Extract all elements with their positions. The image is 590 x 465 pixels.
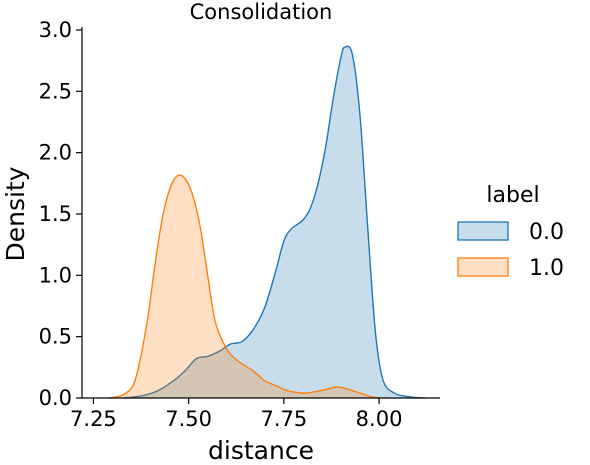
legend-label-1: 1.0 [529, 256, 564, 281]
y-ticks: 0.0 0.5 1.0 1.5 2.0 2.5 3.0 [39, 18, 82, 410]
x-tick-label: 7.50 [165, 407, 212, 431]
x-ticks: 7.25 7.50 7.75 8.00 [70, 398, 402, 431]
legend-swatch-0 [457, 221, 509, 241]
legend-label-0: 0.0 [529, 220, 564, 245]
legend-title: label [486, 183, 539, 208]
y-tick-label: 1.0 [39, 263, 72, 287]
y-tick-label: 2.5 [39, 79, 72, 103]
legend: label 0.01.0 [457, 183, 564, 281]
series-line-1 [108, 174, 380, 399]
y-axis-label: Density [1, 166, 30, 261]
y-tick-label: 3.0 [39, 18, 72, 42]
x-axis-label: distance [208, 436, 314, 465]
series-area-1 [108, 175, 380, 398]
x-tick-label: 7.75 [260, 407, 307, 431]
legend-swatch-1 [457, 257, 509, 277]
chart-title: Consolidation [190, 0, 333, 24]
y-tick-label: 0.0 [39, 386, 72, 410]
series-area-0 [123, 46, 425, 398]
series-layer [108, 45, 425, 399]
y-tick-label: 1.5 [39, 202, 72, 226]
y-tick-label: 2.0 [39, 141, 72, 165]
y-tick-label: 0.5 [39, 325, 72, 349]
series-line-0 [123, 45, 425, 399]
x-tick-label: 8.00 [356, 407, 403, 431]
legend-items: 0.01.0 [457, 220, 564, 281]
x-tick-label: 7.25 [70, 407, 117, 431]
